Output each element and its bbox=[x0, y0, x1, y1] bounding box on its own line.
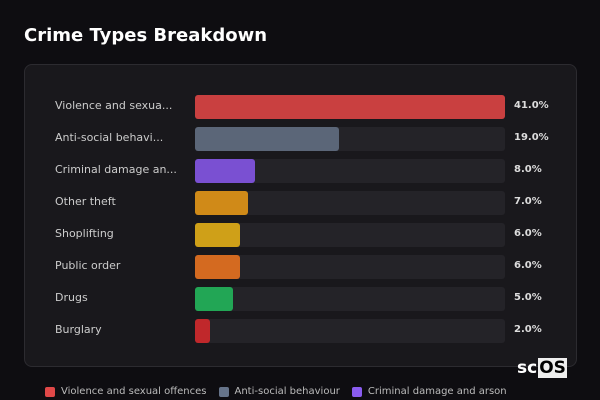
legend-label: Anti-social behaviour bbox=[234, 386, 340, 397]
category-label: Burglary bbox=[55, 323, 102, 336]
bar-track bbox=[195, 255, 505, 279]
value-label: 2.0% bbox=[514, 324, 542, 335]
legend: Violence and sexual offences Anti-social … bbox=[45, 386, 507, 397]
value-label: 7.0% bbox=[514, 196, 542, 207]
bar bbox=[195, 159, 256, 183]
bar bbox=[195, 191, 248, 215]
legend-swatch bbox=[351, 386, 362, 397]
category-label: Shoplifting bbox=[55, 227, 114, 240]
bar bbox=[195, 319, 211, 343]
legend-label: Criminal damage and arson bbox=[367, 386, 507, 397]
logo: sc OS bbox=[516, 358, 567, 378]
category-label: Drugs bbox=[55, 291, 88, 304]
bar-row: Criminal damage an... 8.0% bbox=[0, 159, 600, 183]
value-label: 19.0% bbox=[514, 132, 549, 143]
bar-track bbox=[195, 95, 505, 119]
chart-title: Crime Types Breakdown bbox=[24, 25, 268, 46]
bar-row: Public order 6.0% bbox=[0, 255, 600, 279]
bar-track bbox=[195, 319, 505, 343]
category-label: Anti-social behavi... bbox=[55, 131, 164, 144]
bar-row: Anti-social behavi... 19.0% bbox=[0, 127, 600, 151]
bar-row: Shoplifting 6.0% bbox=[0, 223, 600, 247]
value-label: 6.0% bbox=[514, 260, 542, 271]
logo-boxed: OS bbox=[538, 358, 567, 378]
bar-row: Violence and sexua... 41.0% bbox=[0, 95, 600, 119]
bar-track bbox=[195, 127, 505, 151]
value-label: 8.0% bbox=[514, 164, 542, 175]
bar-track bbox=[195, 223, 505, 247]
value-label: 6.0% bbox=[514, 228, 542, 239]
legend-label: Violence and sexual offences bbox=[61, 386, 207, 397]
legend-item[interactable]: Violence and sexual offences bbox=[45, 386, 207, 397]
legend-item[interactable]: Anti-social behaviour bbox=[218, 386, 340, 397]
legend-swatch bbox=[45, 386, 55, 397]
bar-track bbox=[195, 287, 505, 311]
bar bbox=[195, 223, 241, 247]
value-label: 41.0% bbox=[514, 100, 549, 111]
bar-row: Burglary 2.0% bbox=[0, 319, 600, 343]
category-label: Violence and sexua... bbox=[55, 99, 173, 112]
logo-prefix: sc bbox=[517, 358, 538, 378]
bar-row: Other theft 7.0% bbox=[0, 191, 600, 215]
category-label: Other theft bbox=[55, 195, 116, 208]
bar bbox=[195, 255, 241, 279]
bar bbox=[195, 127, 339, 151]
legend-item[interactable]: Criminal damage and arson bbox=[351, 386, 507, 397]
category-label: Public order bbox=[55, 259, 121, 272]
category-label: Criminal damage an... bbox=[55, 163, 177, 176]
bar-row: Drugs 5.0% bbox=[0, 287, 600, 311]
legend-swatch bbox=[218, 386, 229, 397]
bar-track bbox=[195, 159, 505, 183]
bar bbox=[195, 95, 505, 119]
value-label: 5.0% bbox=[514, 292, 542, 303]
bar-track bbox=[195, 191, 505, 215]
bar bbox=[195, 287, 233, 311]
